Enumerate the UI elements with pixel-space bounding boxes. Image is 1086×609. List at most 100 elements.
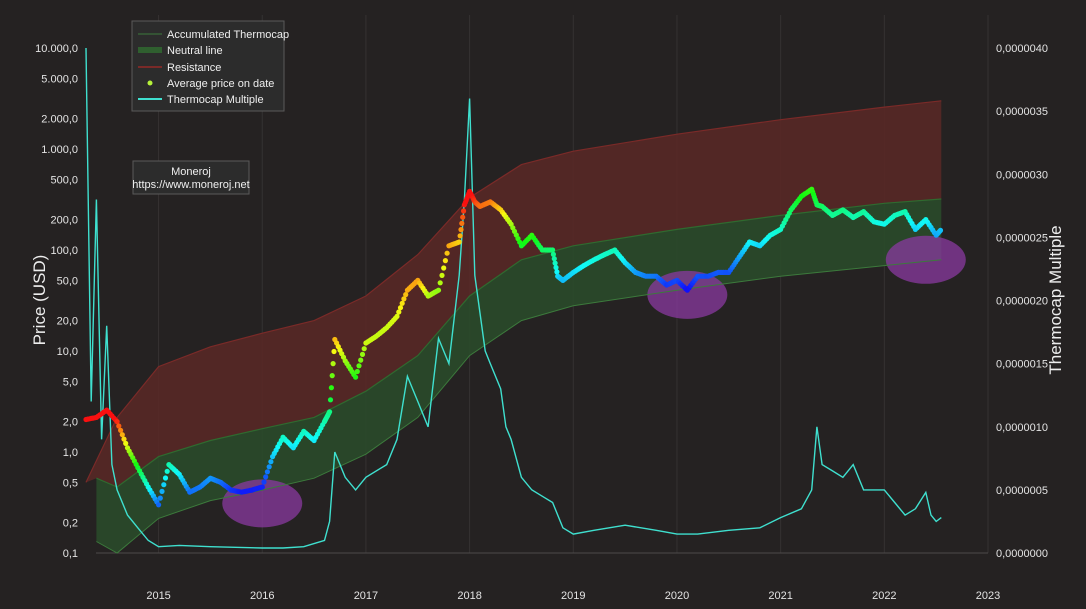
y-tick-label: 500,0 [50,174,78,186]
x-tick-label: 2016 [250,590,274,602]
price-dot [328,385,334,391]
y-tick-label: 0,1 [63,548,78,560]
y-tick-label: 10,0 [57,346,78,358]
price-dot [327,397,334,403]
resistance-band [86,100,942,488]
y-tick-label: 2,0 [63,417,78,429]
price-dot [331,348,337,355]
price-dot [161,482,167,488]
x-tick-label: 2019 [561,590,585,602]
price-dot [403,292,409,298]
price-dot [397,305,404,311]
price-dot [396,309,402,315]
price-dot [553,264,559,271]
neutral-line [96,198,942,488]
accumulated-thermocap-line [96,259,942,554]
price-dot [439,272,445,278]
price-dot [361,346,367,352]
price-dot [123,440,129,446]
thermocap-multiple-line [85,47,942,549]
price-dot [259,484,265,490]
y-axis-title: Price (USD) [30,255,49,346]
x-tick-label: 2018 [457,590,481,602]
price-dot [399,300,405,306]
y-tick-label: 50,0 [57,275,78,287]
price-dot [156,502,162,508]
price-dot [268,459,274,465]
price-dot [118,427,124,433]
price-dot [330,361,336,367]
highlight-ellipse [885,235,966,284]
y-tick-label: 0,2 [63,518,78,530]
price-dot [159,488,165,494]
price-dot [114,419,120,425]
price-dot [266,464,272,470]
price-dot [457,233,463,239]
legend-label-accumulated-thermocap: Accumulated Thermocap [167,29,289,41]
y-tick-label: 20,0 [57,316,78,328]
price-dot [119,432,125,438]
watermark-name: Moneroj [171,166,211,178]
price-dot [551,256,557,262]
price-dot [437,280,443,286]
price-dot [164,468,170,474]
series-lines [85,47,942,554]
price-dot [458,227,464,233]
price-dot [459,220,465,226]
price-dot [552,260,558,266]
y2-tick-label: 0,0000010 [996,422,1048,434]
watermark: Moneroj https://www.moneroj.net [132,160,250,195]
x-tick-label: 2022 [872,590,896,602]
price-dot [353,374,359,380]
y-tick-label: 10.000,0 [35,43,78,55]
price-dot [354,368,360,375]
legend-label-average-price: Average price on date [167,78,274,90]
band-areas [86,100,942,553]
legend-swatch-average-price [147,80,153,86]
x-tick-label: 2020 [665,590,689,602]
price-dot [264,469,270,475]
x-tick-label: 2017 [354,590,378,602]
price-dot [121,436,127,442]
y2-tick-label: 0,0000005 [996,485,1048,497]
watermark-box [132,160,250,195]
legend-label-resistance: Resistance [167,62,221,74]
price-dot [263,474,269,480]
x-tick-label: 2023 [976,590,1000,602]
price-dot [359,351,366,357]
y2-tick-label: 0,0000015 [996,359,1048,371]
price-dot [157,495,163,501]
price-dot [550,247,556,253]
price-dot [356,363,362,369]
price-dot [358,357,364,363]
y2-tick-label: 0,0000000 [996,548,1048,560]
price-dot [554,269,560,275]
price-dots [83,186,944,508]
price-dot [327,409,333,415]
watermark-url: https://www.moneroj.net [132,179,249,191]
resistance-line [85,100,942,483]
y2-tick-label: 0,0000030 [996,169,1048,181]
y-tick-label: 2.000,0 [41,114,78,126]
neutral-band [96,199,942,553]
y-tick-label: 100,0 [50,245,78,257]
y-tick-label: 0,5 [63,477,78,489]
price-dot [461,208,467,214]
y-tick-label: 200,0 [50,215,78,227]
y-tick-label: 1,0 [63,447,78,459]
price-dot [442,258,448,264]
y2-tick-label: 0,0000035 [996,106,1048,118]
price-dot [444,250,450,256]
legend-label-thermocap-multiple: Thermocap Multiple [167,94,264,106]
price-dot [441,265,447,271]
y-tick-label: 5.000,0 [41,73,78,85]
y-tick-label: 5,0 [63,376,78,388]
price-dot [162,475,169,481]
y2-tick-label: 0,0000040 [996,43,1048,55]
price-dot [550,251,557,257]
price-dot [460,214,466,220]
price-dot [435,287,442,293]
price-dot [394,313,400,319]
legend-label-neutral-line: Neutral line [167,45,223,57]
